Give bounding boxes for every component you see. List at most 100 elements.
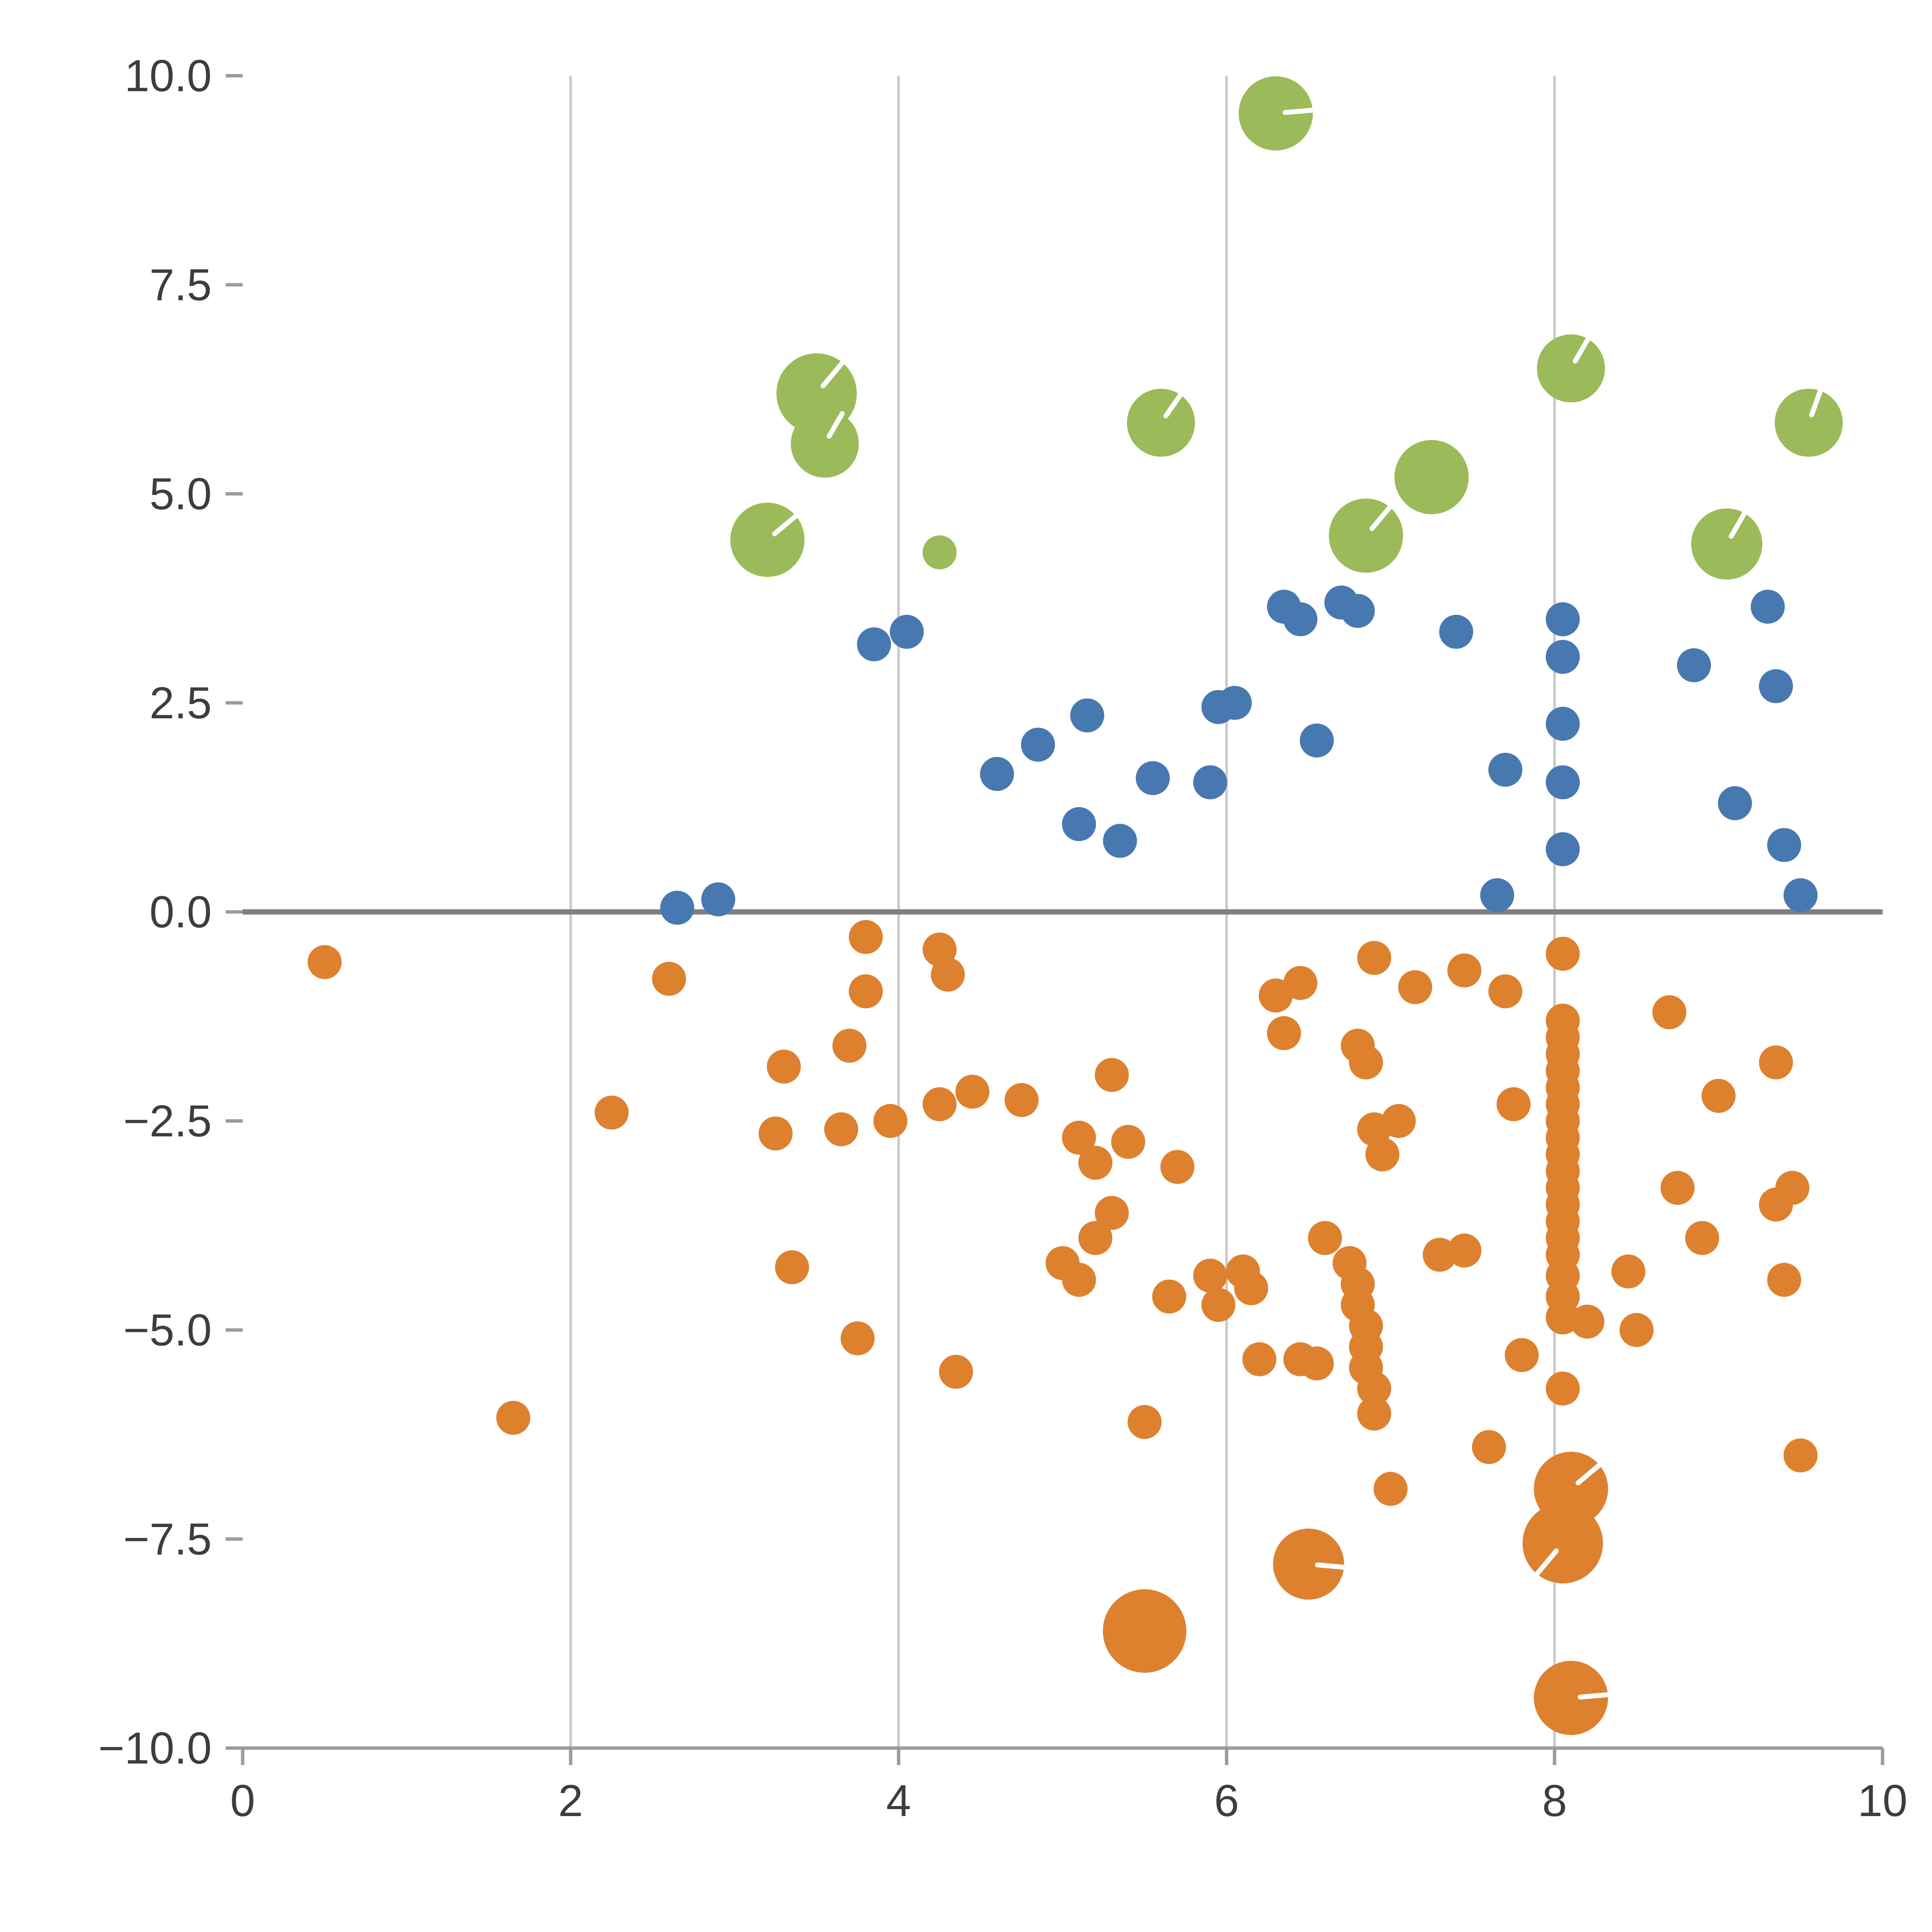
data-point-orange [1767, 1263, 1801, 1297]
series-blue [660, 585, 1818, 925]
data-point-blue [1218, 686, 1252, 720]
data-point-green [922, 535, 957, 570]
data-point-orange [1534, 1661, 1608, 1735]
data-point-orange [1273, 1528, 1344, 1600]
y-tick-label: 10.0 [124, 51, 212, 101]
data-point-orange [1242, 1342, 1277, 1376]
data-point-orange [1299, 1346, 1334, 1381]
data-point-blue [980, 757, 1014, 791]
data-point-orange [1095, 1196, 1129, 1230]
bubble-highlight [820, 359, 845, 388]
data-point-blue [1283, 602, 1318, 636]
data-point-orange [1398, 970, 1432, 1004]
data-point-orange [1783, 1438, 1818, 1473]
data-point-orange [1111, 1125, 1145, 1159]
data-point-orange [824, 1112, 859, 1146]
data-point-orange [1660, 1171, 1695, 1205]
y-tick-label: −5.0 [123, 1305, 212, 1355]
bubble-highlight [1578, 1692, 1611, 1700]
data-point-orange [1160, 1150, 1195, 1184]
bubble-highlight [1809, 388, 1823, 417]
x-tick-label: 10 [1857, 1776, 1907, 1826]
data-point-blue [660, 891, 694, 925]
data-point-orange [1062, 1263, 1096, 1297]
data-point-orange [1004, 1083, 1039, 1117]
data-point-orange [1308, 1221, 1342, 1255]
y-axis-ticks: 10.0 7.5 5.0 2.5 0.0 −2.5 −5.0 −7.5 −10.0 [98, 51, 243, 1773]
data-point-green [1537, 334, 1605, 403]
bubble-highlight [772, 513, 799, 536]
data-point-orange [1128, 1405, 1162, 1439]
data-point-green [1394, 440, 1469, 514]
data-point-orange [1775, 1171, 1810, 1205]
data-point-orange [1062, 1121, 1096, 1155]
data-point-orange [840, 1321, 875, 1355]
data-point-orange [873, 1104, 908, 1138]
data-point-orange [1619, 1313, 1654, 1347]
data-point-blue [1718, 786, 1752, 820]
data-point-blue [1750, 590, 1785, 624]
data-point-orange [767, 1049, 801, 1084]
data-point-blue [1759, 669, 1793, 703]
y-tick-label: 0.0 [150, 887, 212, 937]
data-point-orange [1357, 941, 1391, 975]
data-point-orange [1283, 966, 1318, 1000]
data-point-green [1329, 498, 1403, 573]
data-point-blue [1546, 707, 1580, 741]
bubble-highlight [1163, 392, 1184, 418]
y-tick-label: −2.5 [123, 1096, 212, 1146]
data-point-blue [889, 615, 924, 649]
data-point-orange [1095, 1058, 1129, 1092]
data-point-orange [1078, 1146, 1112, 1180]
data-point-orange [1472, 1430, 1506, 1464]
data-point-orange [1365, 1137, 1400, 1172]
bubble-highlight [1369, 504, 1393, 531]
data-point-orange [1611, 1254, 1646, 1289]
bubble-highlight [1728, 510, 1748, 539]
data-point-orange [1652, 995, 1687, 1029]
data-point-orange [1357, 1371, 1391, 1406]
x-tick-label: 2 [558, 1776, 583, 1826]
data-point-green [1238, 76, 1313, 151]
data-point-blue [1546, 832, 1580, 866]
data-point-orange [1497, 1087, 1531, 1121]
data-point-orange [922, 1087, 957, 1121]
series-green [730, 76, 1843, 580]
data-point-green [1775, 389, 1843, 457]
data-point-orange [1234, 1271, 1269, 1305]
data-point-green [1127, 389, 1195, 457]
bubble-highlight [1315, 1562, 1347, 1570]
data-point-orange [1267, 1016, 1301, 1050]
bubble-highlight [827, 411, 845, 439]
data-point-orange [1447, 953, 1481, 988]
data-point-orange [308, 945, 342, 979]
y-tick-label: 7.5 [150, 260, 212, 310]
data-point-orange [1382, 1104, 1416, 1138]
data-point-orange [1357, 1396, 1391, 1431]
data-point-orange [1103, 1589, 1187, 1673]
data-point-blue [1439, 615, 1473, 649]
data-point-orange [1078, 1221, 1112, 1255]
y-tick-label: 2.5 [150, 678, 212, 728]
x-tick-label: 6 [1214, 1776, 1239, 1826]
data-point-orange [849, 974, 883, 1009]
data-point-orange [1201, 1288, 1236, 1322]
data-point-orange [1570, 1304, 1605, 1339]
bubble-highlight [1573, 336, 1591, 364]
data-point-blue [1062, 807, 1096, 841]
data-point-orange [1685, 1221, 1719, 1255]
data-point-orange [930, 957, 965, 992]
data-point-orange [1522, 1503, 1603, 1583]
data-point-orange [652, 962, 686, 996]
data-point-blue [1546, 639, 1580, 674]
data-point-blue [1480, 878, 1514, 912]
bubble-highlight [1282, 107, 1316, 115]
data-point-blue [1488, 753, 1522, 787]
series-orange [308, 920, 1818, 1735]
data-point-orange [496, 1401, 531, 1435]
x-tick-label: 4 [886, 1776, 911, 1826]
data-point-blue [1340, 594, 1375, 628]
data-point-orange [775, 1250, 809, 1284]
data-point-orange [955, 1075, 990, 1109]
